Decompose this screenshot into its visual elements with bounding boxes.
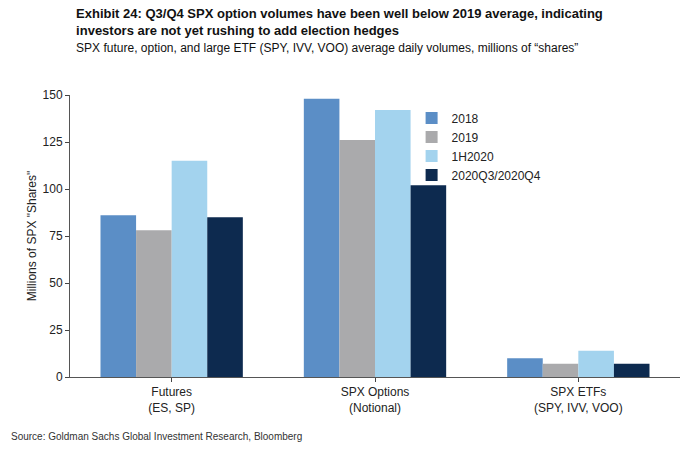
- svg-text:75: 75: [49, 229, 63, 243]
- svg-text:125: 125: [43, 135, 63, 149]
- svg-text:1H2020: 1H2020: [452, 150, 494, 164]
- svg-text:Futures(ES, SP): Futures(ES, SP): [148, 385, 195, 415]
- svg-text:100: 100: [43, 182, 63, 196]
- svg-text:150: 150: [43, 88, 63, 102]
- svg-text:2019: 2019: [452, 131, 479, 145]
- svg-text:25: 25: [49, 323, 63, 337]
- svg-text:Millions of SPX "Shares": Millions of SPX "Shares": [25, 171, 39, 302]
- svg-text:2018: 2018: [452, 112, 479, 126]
- svg-text:Source: Goldman Sachs Global I: Source: Goldman Sachs Global Investment …: [11, 431, 302, 442]
- svg-text:2020Q3/2020Q4: 2020Q3/2020Q4: [452, 169, 541, 183]
- svg-text:50: 50: [49, 276, 63, 290]
- svg-text:0: 0: [56, 370, 63, 384]
- svg-text:SPX ETFs(SPY, IVV, VOO): SPX ETFs(SPY, IVV, VOO): [534, 385, 623, 415]
- svg-text:SPX Options(Notional): SPX Options(Notional): [341, 385, 410, 415]
- svg-text:Exhibit 24: Q3/Q4 SPX option v: Exhibit 24: Q3/Q4 SPX option volumes hav…: [76, 6, 603, 55]
